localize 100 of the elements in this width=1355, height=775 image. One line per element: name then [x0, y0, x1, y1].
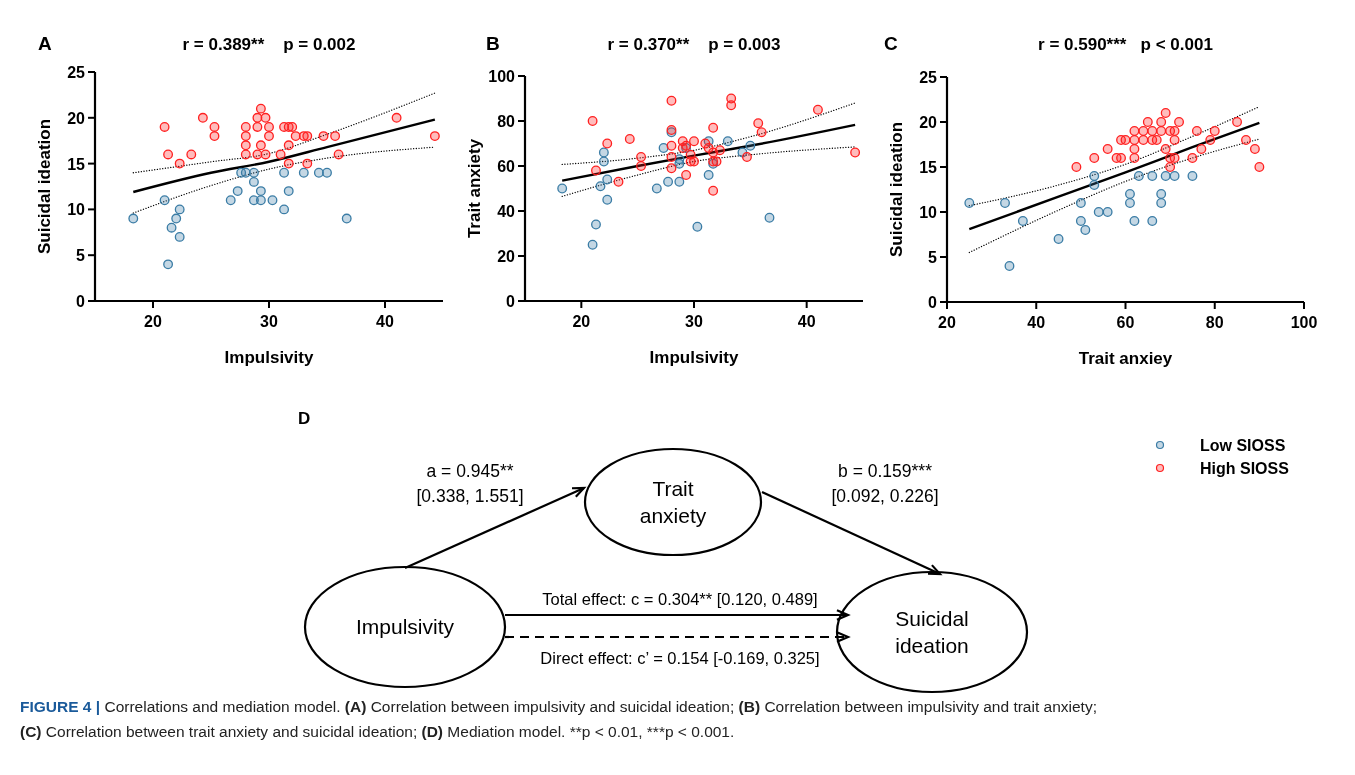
x-tick-label: 60	[1116, 314, 1135, 331]
y-tick-label: 20	[919, 114, 938, 131]
point	[302, 131, 313, 142]
point	[764, 212, 775, 223]
point	[1075, 216, 1086, 226]
x-axis-title: Impulsivity	[224, 348, 314, 367]
point	[708, 185, 719, 196]
point	[666, 140, 677, 151]
point	[1089, 180, 1100, 190]
point	[636, 152, 646, 162]
point	[1129, 153, 1140, 163]
line-series	[968, 138, 1261, 254]
point	[1080, 225, 1091, 235]
point	[1196, 144, 1207, 154]
x-tick-label: 20	[572, 313, 591, 330]
point	[1169, 153, 1180, 163]
text: D	[298, 409, 311, 428]
text: B	[486, 33, 500, 54]
point	[613, 176, 624, 187]
point	[703, 170, 714, 180]
point	[322, 167, 332, 178]
point	[240, 122, 251, 132]
y-tick-label: 0	[76, 293, 86, 310]
point	[255, 195, 266, 206]
point	[1165, 162, 1176, 172]
point	[964, 198, 975, 208]
y-tick-label: 20	[67, 109, 86, 127]
text: a = 0.945**	[426, 461, 514, 481]
point	[255, 103, 266, 114]
point	[174, 158, 185, 169]
point	[159, 195, 170, 206]
point	[651, 183, 662, 194]
point	[209, 131, 220, 142]
point	[333, 149, 344, 160]
point	[279, 204, 290, 215]
point	[1151, 135, 1162, 145]
point	[1209, 126, 1220, 136]
point	[595, 181, 606, 192]
point	[1075, 198, 1086, 208]
point	[232, 186, 243, 197]
point	[591, 219, 601, 230]
x-tick-label: 30	[260, 313, 278, 330]
point	[1120, 135, 1131, 145]
x-tick-label: 40	[797, 313, 816, 330]
chart-title: r = 0.590*** p < 0.001	[1038, 35, 1213, 54]
point	[209, 122, 220, 132]
y-axis-title: Trait anxiety	[465, 138, 484, 239]
point	[557, 183, 568, 194]
caption: FIGURE 4 | Correlations and mediation model. (A) Correlation between impulsivity and suicidal ideation; (B) Correlation between impulsivity and trait anxiety;	[20, 698, 1097, 715]
point	[391, 112, 402, 123]
y-axis-title: Suicidal ideation	[887, 121, 906, 258]
point	[290, 131, 301, 142]
point	[318, 131, 329, 142]
point	[1232, 117, 1243, 127]
point	[1089, 153, 1100, 163]
point	[681, 170, 692, 180]
point	[689, 136, 699, 147]
point	[1169, 135, 1180, 145]
point	[1156, 126, 1167, 136]
point	[1017, 216, 1028, 226]
point	[166, 222, 177, 233]
point	[225, 195, 236, 206]
point	[186, 149, 197, 160]
point	[264, 122, 274, 132]
x-tick-label: 20	[144, 313, 162, 330]
point	[850, 147, 861, 158]
point	[128, 213, 139, 224]
point	[1129, 135, 1140, 145]
point	[240, 131, 251, 142]
point	[1254, 162, 1265, 172]
text: A	[38, 33, 52, 54]
point	[742, 152, 752, 162]
point	[1071, 162, 1082, 172]
point	[1125, 198, 1135, 208]
line-series	[560, 123, 857, 182]
point	[174, 231, 185, 242]
point	[1133, 171, 1144, 181]
point	[1156, 189, 1167, 199]
point	[255, 140, 266, 151]
point	[252, 112, 263, 123]
y-tick-label: 10	[919, 204, 938, 221]
point	[264, 131, 274, 142]
point	[602, 194, 613, 205]
point	[1102, 207, 1113, 217]
y-tick-label: 5	[76, 247, 86, 265]
point	[1147, 171, 1158, 181]
text: C	[884, 33, 898, 54]
point	[248, 176, 259, 187]
point	[1000, 198, 1010, 208]
text: [0.338, 1.551]	[416, 486, 524, 506]
y-tick-label: 25	[67, 64, 86, 81]
point	[1089, 171, 1100, 181]
point	[313, 167, 324, 178]
text: [0.092, 0.226]	[831, 486, 939, 506]
text: Total effect: c = 0.304** [0.120, 0.489]	[542, 590, 818, 608]
point	[163, 259, 174, 270]
y-tick-label: 10	[67, 201, 86, 219]
point	[674, 176, 685, 187]
text: Direct effect: c’ = 0.154 [-0.169, 0.325]	[540, 649, 820, 667]
point	[283, 186, 294, 197]
